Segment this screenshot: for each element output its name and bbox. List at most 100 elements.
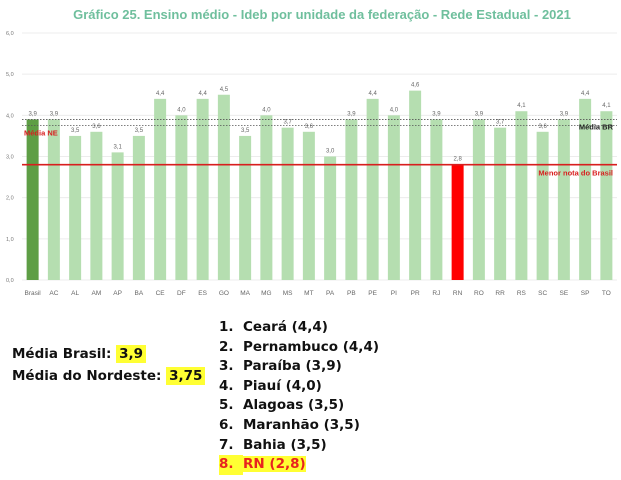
bar-ma	[239, 135, 252, 280]
bar-rr	[494, 127, 507, 280]
ranking-item: 1. Ceará (4,4)	[219, 319, 328, 335]
ranking-item: 6. Maranhão (3,5)	[219, 416, 360, 433]
data-label: 4,4	[581, 91, 590, 97]
ranking-item: 2. Pernambuco (4,4)	[219, 338, 380, 355]
bar-rn	[451, 164, 464, 280]
bar-ms	[281, 127, 294, 280]
bar-rj	[430, 119, 443, 280]
x-tick-label: RJ	[432, 290, 440, 297]
bar-pi	[387, 115, 400, 280]
bar-pa	[324, 156, 337, 280]
data-label: 4,0	[390, 107, 399, 113]
media-ne-label: Média NE	[24, 129, 58, 138]
data-label: 3,7	[283, 120, 292, 126]
y-tick-label: 1,0	[6, 237, 14, 243]
data-label: 3,9	[475, 111, 484, 117]
x-tick-label: RS	[517, 290, 527, 297]
y-tick-label: 6,0	[6, 31, 14, 37]
x-tick-label: AM	[92, 290, 102, 297]
bar-es	[196, 98, 209, 280]
bar-go	[217, 94, 230, 280]
x-tick-label: MG	[261, 290, 271, 297]
data-label: 3,9	[50, 111, 59, 117]
bar-ro	[472, 119, 485, 280]
data-label: 4,4	[368, 91, 377, 97]
media-brasil-line: Média Brasil: 3,9	[12, 343, 205, 365]
data-label: 3,5	[71, 128, 80, 134]
chart-title: Gráfico 25. Ensino médio - Ideb por unid…	[73, 7, 571, 22]
bar-se	[557, 119, 570, 280]
bar-am	[90, 131, 103, 280]
x-tick-label: MT	[304, 290, 313, 297]
ranking-item: 7. Bahia (3,5)	[219, 436, 327, 453]
data-label: 4,6	[411, 83, 420, 89]
bar-ap	[111, 152, 124, 280]
x-tick-label: MS	[283, 290, 293, 297]
x-tick-label: MA	[240, 290, 250, 297]
media-nordeste-value: 3,75	[166, 367, 206, 385]
data-label: 4,1	[602, 103, 611, 109]
chart-gridlines	[22, 32, 617, 281]
x-tick-label: Brasil	[24, 290, 41, 297]
bar-ba	[132, 135, 145, 280]
northeast-ranking-list: 1. Ceará (4,4) 2. Pernambuco (4,4) 3. Paraí…	[219, 318, 379, 475]
x-tick-label: PR	[411, 290, 420, 297]
chart-canvas: Gráfico 25. Ensino médio - Ideb por unid…	[6, 7, 617, 297]
bar-mt	[302, 131, 315, 280]
data-label: 3,6	[92, 124, 101, 130]
ranking-item: 4. Piauí (4,0)	[219, 377, 322, 394]
bar-rs	[515, 111, 528, 280]
data-label: 3,5	[241, 128, 250, 134]
ranking-item-rn: 8. RN (2,8)	[219, 455, 379, 475]
x-tick-label: SP	[581, 290, 590, 297]
media-brasil-value: 3,9	[116, 345, 147, 363]
reference-lines: Média NE Média BR Menor nota do Brasil	[22, 119, 617, 178]
bar-brasil	[26, 119, 39, 280]
x-tick-label: PE	[368, 290, 377, 297]
x-tick-label: PI	[391, 290, 397, 297]
x-tick-label: AL	[71, 290, 79, 297]
x-tick-label: PB	[347, 290, 356, 297]
x-tick-label: ES	[198, 290, 207, 297]
media-brasil-label: Média Brasil:	[12, 346, 112, 362]
x-tick-label: PA	[326, 290, 335, 297]
data-label: 3,9	[347, 111, 356, 117]
x-tick-label: DF	[177, 290, 186, 297]
bar-ac	[47, 119, 60, 280]
x-tick-label: GO	[219, 290, 229, 297]
x-tick-label: AC	[49, 290, 58, 297]
x-tick-label: AP	[113, 290, 122, 297]
media-br-label: Média BR	[579, 122, 614, 131]
x-tick-label: RR	[495, 290, 505, 297]
bar-sp	[579, 98, 592, 280]
bar-ce	[154, 98, 167, 280]
bar-mg	[260, 115, 273, 280]
data-label: 3,7	[496, 120, 505, 126]
x-axis-labels: Brasil AC AL AM AP BA CE DF ES GO MA MG MS MT PA PB PE PI…	[24, 290, 610, 297]
bar-pb	[345, 119, 358, 280]
media-nordeste-label: Média do Nordeste:	[12, 368, 162, 384]
bar-pe	[366, 98, 379, 280]
menor-nota-label: Menor nota do Brasil	[538, 169, 613, 178]
data-label: 3,9	[28, 111, 37, 117]
data-label: 4,5	[220, 87, 229, 93]
y-tick-label: 4,0	[6, 113, 14, 119]
data-label: 4,1	[517, 103, 526, 109]
data-label: 3,6	[538, 124, 547, 130]
data-label: 4,0	[177, 107, 186, 113]
bar-al	[69, 135, 82, 280]
y-tick-label: 0,0	[6, 278, 14, 284]
data-label: 3,0	[326, 149, 335, 155]
data-label: 4,4	[156, 91, 165, 97]
data-label: 3,5	[135, 128, 144, 134]
bar-df	[175, 115, 188, 280]
ranking-item: 3. Paraíba (3,9)	[219, 358, 342, 375]
y-tick-label: 5,0	[6, 72, 14, 78]
y-axis-ticks: 0,0 1,0 2,0 3,0 4,0 5,0 6,0	[6, 31, 14, 284]
data-label: 4,4	[198, 91, 207, 97]
data-label: 4,0	[262, 107, 271, 113]
media-nordeste-line: Média do Nordeste: 3,75	[12, 365, 206, 387]
y-tick-label: 2,0	[6, 196, 14, 202]
x-tick-label: RN	[453, 290, 463, 297]
x-tick-label: SC	[538, 290, 547, 297]
